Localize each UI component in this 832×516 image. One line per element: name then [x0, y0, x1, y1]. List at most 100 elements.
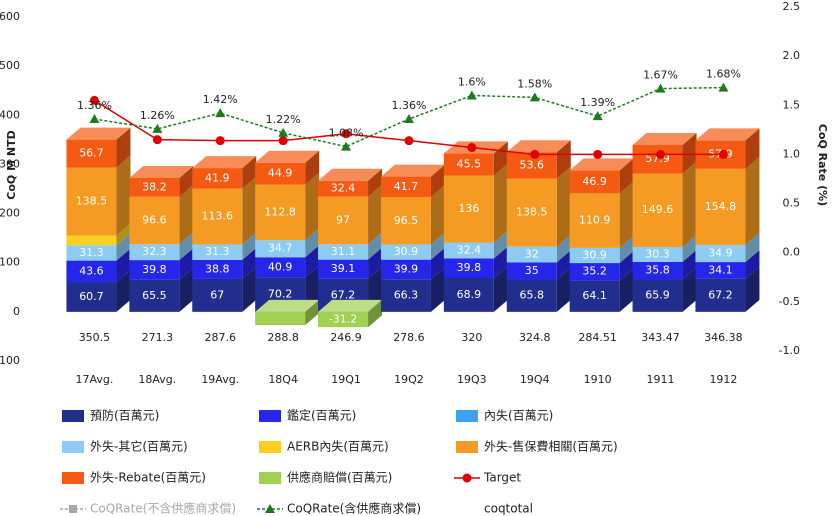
bar-segment: [318, 311, 369, 328]
segment-label: 31.3: [205, 245, 230, 258]
bar-side: [305, 172, 320, 241]
bar-side: [179, 184, 194, 245]
segment-label: 53.6: [520, 158, 545, 171]
bar-side: [305, 299, 320, 326]
line-label: 1.67%: [643, 69, 678, 82]
bar-side: [430, 247, 445, 280]
bar-segment: [129, 244, 180, 261]
x-tick-label: 18Q4: [268, 373, 298, 386]
bar-top: [318, 168, 383, 181]
segment-label: 32.4: [331, 182, 356, 195]
y-tick-label: 0: [13, 305, 20, 318]
y2-tick-label: 1.0: [783, 147, 801, 160]
legend-label: 供應商賠償(百萬元): [287, 470, 392, 485]
bar-segment: [255, 162, 306, 185]
bar-segment: [506, 178, 557, 247]
bar-segment: [318, 196, 369, 245]
y-tick-label: 600: [0, 10, 20, 23]
line-marker: [89, 95, 99, 105]
y2-tick-label: 0.5: [783, 197, 801, 210]
line-label: 1.08%: [329, 127, 364, 140]
bar-segment: [506, 262, 557, 280]
segment-label: 65.8: [520, 289, 545, 302]
line-label: 1.39%: [580, 96, 615, 109]
total-label: 350.5: [79, 331, 111, 344]
total-label: 288.8: [267, 331, 299, 344]
bar-side: [682, 249, 697, 280]
line-label: 1.6%: [458, 75, 486, 88]
segment-label: 32.4: [457, 243, 482, 256]
segment-label: -31.2: [329, 313, 357, 326]
segment-label: 34.7: [268, 242, 293, 255]
total-label: 278.6: [393, 331, 425, 344]
bar-segment: [66, 139, 117, 168]
total-label: 246.9: [330, 331, 362, 344]
bar-segment: [380, 279, 431, 312]
bar-side: [493, 141, 508, 176]
bar-segment: [129, 177, 180, 197]
bar-segment: [632, 173, 683, 247]
x-tick-label: 1912: [709, 373, 737, 386]
legend-label: 外失-其它(百萬元): [90, 439, 188, 454]
bar-side: [305, 228, 320, 258]
segment-label: 60.7: [79, 290, 104, 303]
legend-swatch: [456, 410, 478, 422]
legend-marker: [265, 504, 275, 513]
bar-side: [556, 267, 571, 312]
bar-side: [116, 248, 131, 283]
segment-label: 112.8: [264, 205, 296, 218]
line-marker: [215, 108, 226, 118]
segment-label: 41.9: [205, 171, 230, 184]
bar-segment: [129, 196, 180, 245]
x-tick-label: 19Q4: [520, 373, 550, 386]
legend-label: CoQRate(不含供應商求償): [90, 501, 236, 516]
line-marker: [152, 135, 162, 145]
line-marker: [655, 83, 666, 93]
bar-side: [368, 168, 383, 197]
segment-label: 40.9: [268, 260, 293, 273]
bar-side: [430, 232, 445, 260]
bar-segment: [255, 311, 306, 326]
bar-side: [619, 235, 634, 264]
x-tick-label: 19Q1: [331, 373, 361, 386]
y2-tick-label: -0.5: [779, 295, 800, 308]
segment-label: 149.6: [642, 203, 674, 216]
segment-label: 30.3: [645, 247, 670, 260]
segment-label: 31.3: [79, 246, 104, 259]
line-marker: [403, 114, 414, 124]
segment-label: 39.9: [394, 262, 419, 275]
line-marker: [341, 129, 351, 139]
bar-segment: [318, 244, 369, 260]
segment-label: 96.6: [142, 214, 167, 227]
line-marker: [278, 127, 289, 137]
segment-label: 35.2: [582, 265, 607, 278]
segment-label: 70.2: [268, 288, 293, 301]
bar-segment: [129, 260, 180, 280]
bar-segment: [255, 240, 306, 258]
segment-label: 46.9: [582, 175, 607, 188]
line-label: 1.42%: [203, 93, 238, 106]
total-label: 271.3: [142, 331, 174, 344]
legend-label: 鑑定(百萬元): [287, 408, 356, 423]
x-tick-label: 19Q2: [394, 373, 424, 386]
segment-label: 39.8: [142, 263, 167, 276]
bar-segment: [632, 279, 683, 312]
bar-segment: [695, 278, 746, 312]
bar-side: [430, 185, 445, 245]
y2-tick-label: 2.0: [783, 49, 801, 62]
bar-segment: [569, 247, 620, 264]
x-tick-label: 19Avg.: [201, 373, 239, 386]
bar-side: [242, 232, 257, 260]
segment-label: 39.1: [331, 262, 356, 275]
segment-label: 138.5: [516, 206, 548, 219]
segment-label: 138.5: [76, 195, 108, 208]
y2-tick-label: 1.5: [783, 98, 801, 111]
bar-top: [318, 299, 383, 312]
segment-label: 136: [458, 202, 479, 215]
legend-label: 預防(百萬元): [90, 408, 159, 423]
bar-top: [632, 133, 697, 146]
segment-label: 39.8: [457, 261, 482, 274]
bar-side: [242, 176, 257, 245]
x-tick-label: 1910: [584, 373, 612, 386]
line-marker: [718, 149, 728, 159]
